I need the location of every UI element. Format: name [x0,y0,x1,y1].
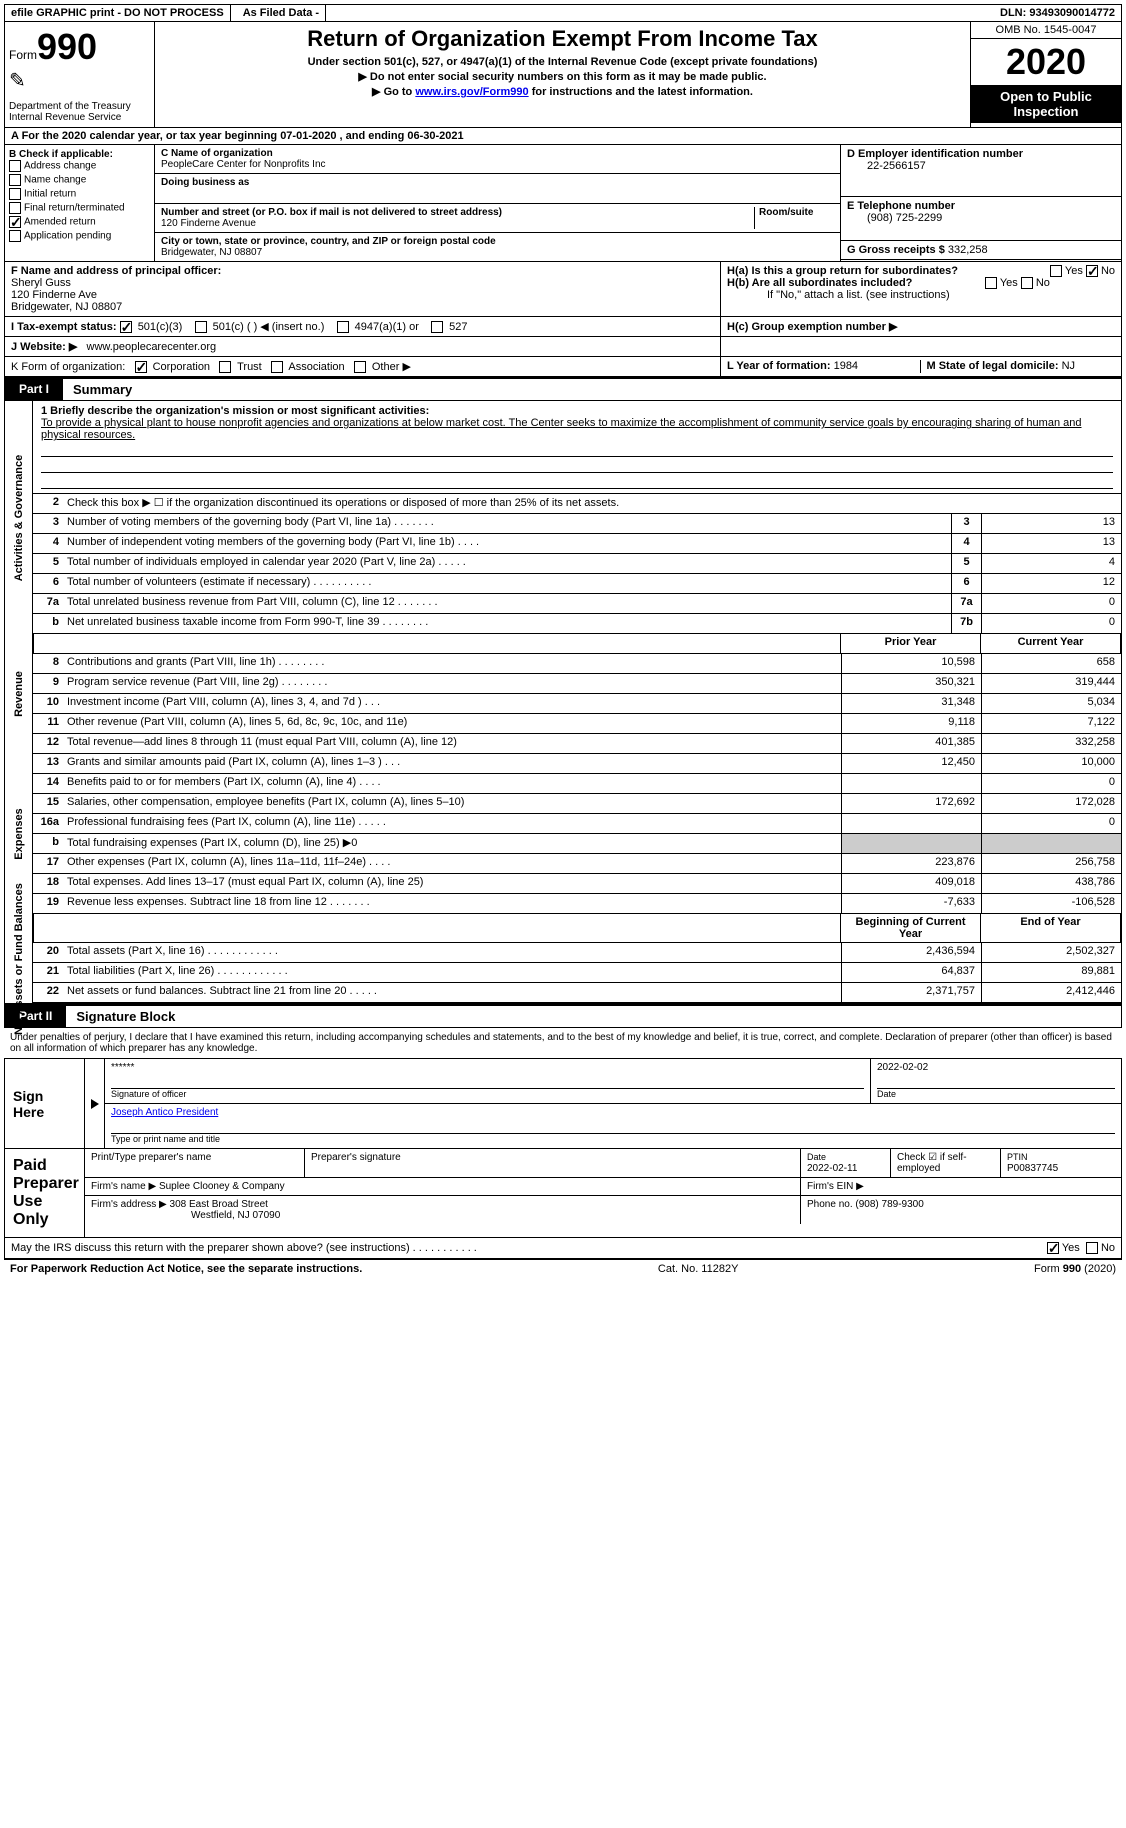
subtitle-3: ▶ Go to www.irs.gov/Form990 for instruct… [159,85,966,98]
subtitle-2: ▶ Do not enter social security numbers o… [159,70,966,83]
row-a-tax-year: A For the 2020 calendar year, or tax yea… [4,128,1122,145]
dln-number: DLN: 93493090014772 [994,5,1121,21]
hc-group-exemption: H(c) Group exemption number ▶ [721,317,1121,336]
irs-link[interactable]: www.irs.gov/Form990 [415,86,528,98]
line-16a: 16aProfessional fundraising fees (Part I… [33,814,1121,834]
line-11: 11Other revenue (Part VIII, column (A), … [33,714,1121,734]
line-15: 15Salaries, other compensation, employee… [33,794,1121,814]
form-word: Form [9,48,37,62]
treasury-dept: Department of the Treasury Internal Reve… [9,101,150,123]
ptin-value: P00837745 [1007,1163,1058,1174]
arrow-icon [91,1099,99,1109]
expenses-section: Expenses 13Grants and similar amounts pa… [4,754,1122,914]
col-c-org-info: C Name of organizationPeopleCare Center … [155,145,841,261]
line-19: 19Revenue less expenses. Subtract line 1… [33,894,1121,914]
net-assets-section: Net Assets or Fund Balances Beginning of… [4,914,1122,1004]
form-number: 990 [37,26,97,67]
gov-line-7a: 7aTotal unrelated business revenue from … [33,594,1121,614]
col-b-checkboxes: B Check if applicable: Address change Na… [5,145,155,261]
open-to-public: Open to Public Inspection [971,85,1121,123]
line-21: 21Total liabilities (Part X, line 26) . … [33,963,1121,983]
asfiled-label: As Filed Data - [237,5,326,21]
501c3-checkbox[interactable] [120,321,132,333]
line-22: 22Net assets or fund balances. Subtract … [33,983,1121,1003]
part-ii-header: Part II Signature Block [4,1004,1122,1028]
topbar: efile GRAPHIC print - DO NOT PROCESS As … [4,4,1122,22]
state-domicile: NJ [1062,360,1075,372]
header: Form990 ✎ Department of the Treasury Int… [4,22,1122,128]
gov-line-6: 6Total number of volunteers (estimate if… [33,574,1121,594]
firm-address: 308 East Broad Street [170,1199,268,1210]
firm-phone: (908) 789-9300 [855,1199,923,1210]
line-12: 12Total revenue—add lines 8 through 11 (… [33,734,1121,754]
line-18: 18Total expenses. Add lines 13–17 (must … [33,874,1121,894]
subtitle-1: Under section 501(c), 527, or 4947(a)(1)… [159,56,966,68]
gov-line-4: 4Number of independent voting members of… [33,534,1121,554]
col-d-ein: D Employer identification number22-25661… [841,145,1121,261]
amended-return-checkbox[interactable] [9,216,21,228]
sign-here-label: Sign Here [5,1059,85,1148]
footer: For Paperwork Reduction Act Notice, see … [4,1259,1122,1278]
line-17: 17Other expenses (Part IX, column (A), l… [33,854,1121,874]
tax-year: 2020 [971,39,1121,85]
principal-officer: F Name and address of principal officer:… [5,262,721,316]
paid-preparer-label: Paid Preparer Use Only [5,1149,85,1237]
line-14: 14Benefits paid to or for members (Part … [33,774,1121,794]
telephone: (908) 725-2299 [847,212,1115,224]
sign-date: 2022-02-02 [877,1062,928,1073]
org-city: Bridgewater, NJ 08807 [161,247,262,258]
gov-line-5: 5Total number of individuals employed in… [33,554,1121,574]
firm-name: Suplee Clooney & Company [159,1181,285,1192]
line-10: 10Investment income (Part VIII, column (… [33,694,1121,714]
revenue-section: Revenue Prior YearCurrent Year 8Contribu… [4,634,1122,754]
line-b: bTotal fundraising expenses (Part IX, co… [33,834,1121,854]
tax-exempt-status: I Tax-exempt status: 501(c)(3) 501(c) ( … [5,317,721,336]
gov-line-b: bNet unrelated business taxable income f… [33,614,1121,634]
form-title: Return of Organization Exempt From Incom… [159,26,966,52]
officer-name[interactable]: Joseph Antico President [111,1107,218,1118]
form-of-org: K Form of organization: Corporation Trus… [5,357,721,376]
group-return-h: H(a) Is this a group return for subordin… [721,262,1121,316]
org-address: 120 Finderne Avenue [161,218,256,229]
perjury-statement: Under penalties of perjury, I declare th… [4,1028,1122,1059]
mission-text: To provide a physical plant to house non… [41,417,1113,441]
ein-value: 22-2566157 [847,160,1115,172]
website-url: www.peoplecarecenter.org [87,341,217,353]
ha-no-checkbox[interactable] [1086,265,1098,277]
discuss-question: May the IRS discuss this return with the… [11,1242,477,1254]
line-13: 13Grants and similar amounts paid (Part … [33,754,1121,774]
efile-notice: efile GRAPHIC print - DO NOT PROCESS [5,5,231,21]
gov-line-3: 3Number of voting members of the governi… [33,514,1121,534]
org-name: PeopleCare Center for Nonprofits Inc [161,159,326,170]
line-9: 9Program service revenue (Part VIII, lin… [33,674,1121,694]
gross-receipts: 332,258 [948,244,988,256]
line-20: 20Total assets (Part X, line 16) . . . .… [33,943,1121,963]
omb-number: OMB No. 1545-0047 [971,22,1121,39]
corporation-checkbox[interactable] [135,361,147,373]
line-8: 8Contributions and grants (Part VIII, li… [33,654,1121,674]
website-row: J Website: ▶ www.peoplecarecenter.org [5,337,721,356]
discuss-yes-checkbox[interactable] [1047,1242,1059,1254]
year-formation: 1984 [834,360,858,372]
activities-governance-section: Activities & Governance 1 Briefly descri… [4,401,1122,634]
part-i-header: Part I Summary [4,377,1122,401]
